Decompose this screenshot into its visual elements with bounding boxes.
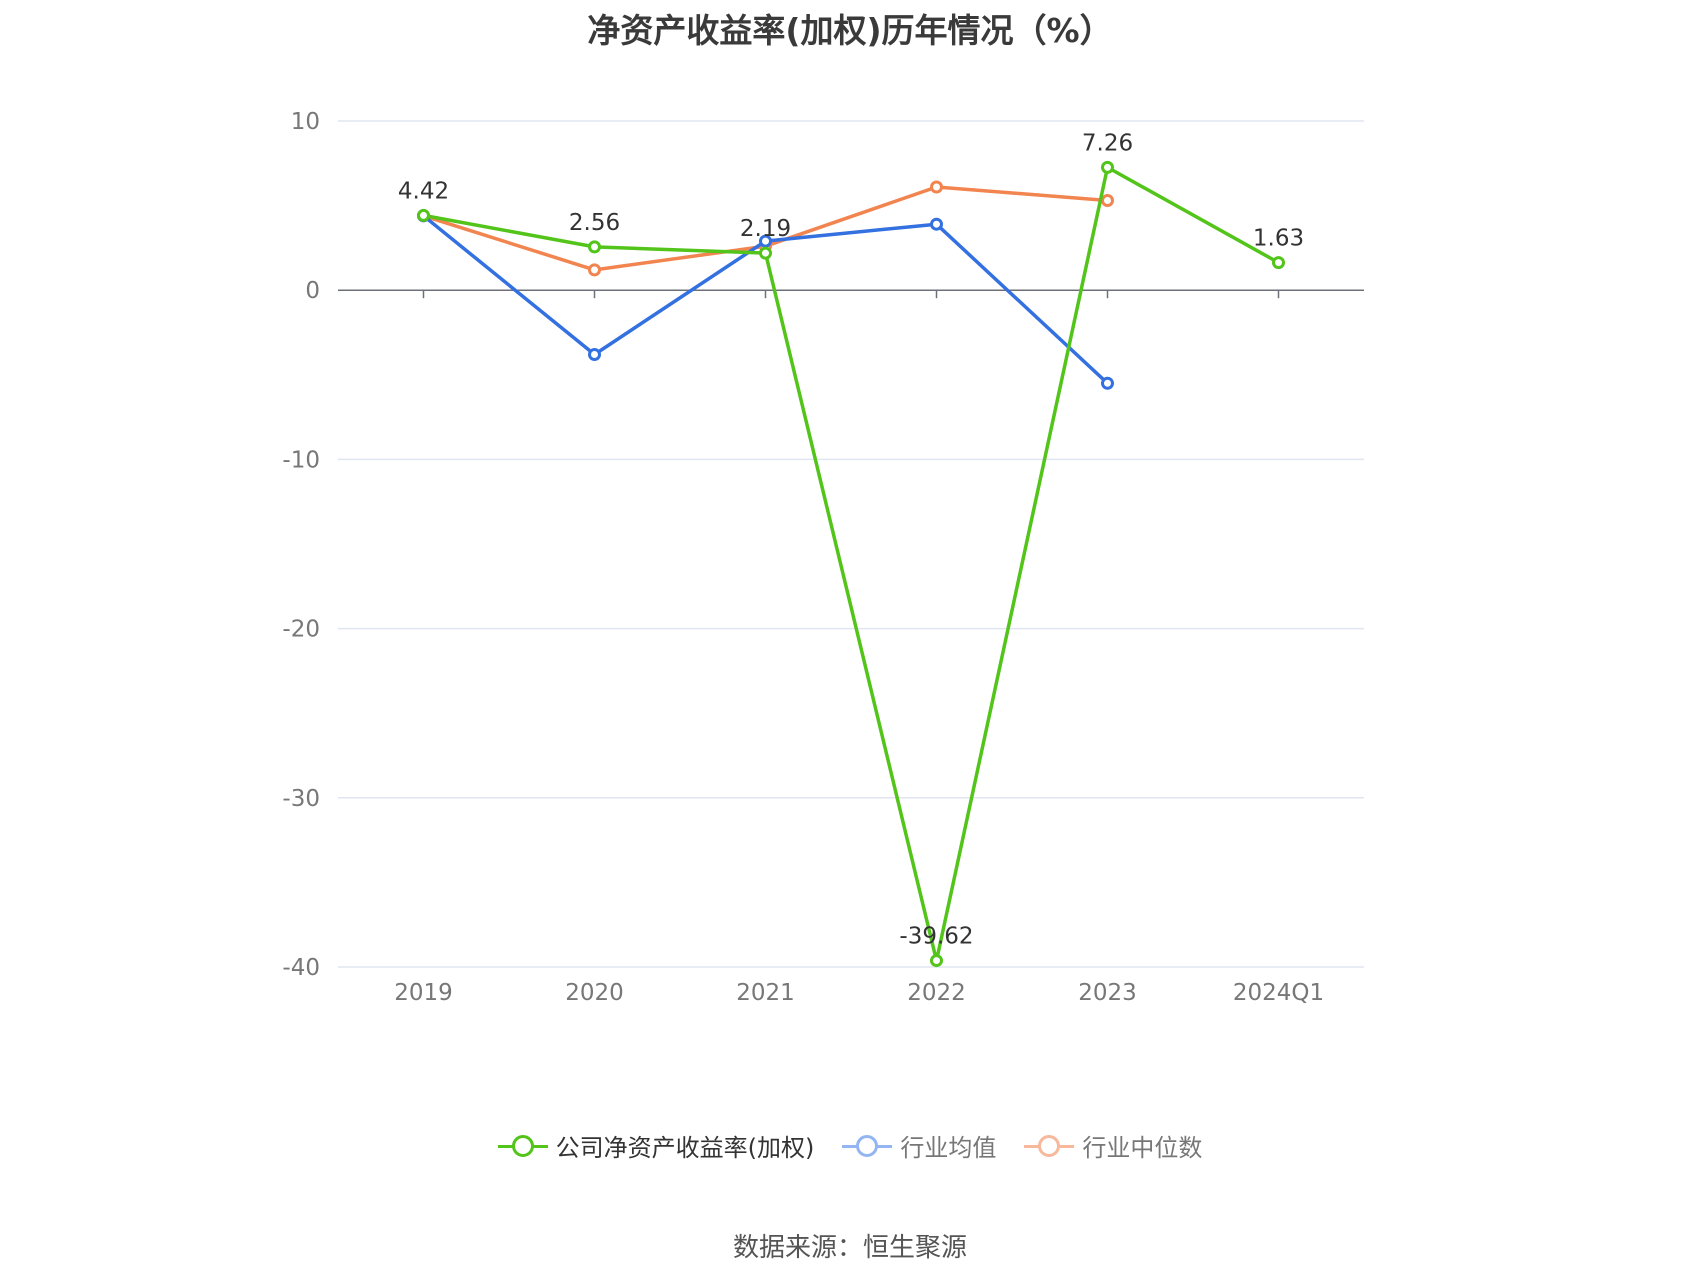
data-point [759, 234, 772, 248]
chart-title: 净资产收益率(加权)历年情况（%） [587, 11, 1113, 50]
data-point [1101, 160, 1114, 174]
data-point [930, 180, 943, 194]
legend-item-company-roe[interactable]: 公司净资产收益率(加权) [497, 1128, 815, 1163]
legend-label: 行业均值 [900, 1134, 997, 1162]
data-label: 7.26 [1082, 130, 1133, 156]
legend-item-industry-mean[interactable]: 行业均值 [842, 1128, 996, 1163]
y-tick-label: -30 [282, 786, 320, 812]
data-source: 数据来源：恒生聚源 [732, 1233, 967, 1263]
data-point [417, 208, 430, 222]
legend-marker-icon [1024, 1134, 1075, 1158]
x-tick-label: 2021 [736, 980, 795, 1006]
data-point [759, 246, 772, 260]
series-line [423, 165, 1280, 963]
legend: 公司净资产收益率(加权) 行业均值 行业中位数 [0, 1128, 1700, 1163]
axes: 10 0 -10 -20 -30 -40 2019 2020 2021 2022 2023 2024Q… [282, 109, 1364, 1006]
x-tick-label: 2020 [565, 980, 624, 1006]
data-point [930, 217, 943, 231]
legend-label: 行业中位数 [1082, 1134, 1203, 1162]
legend-label: 公司净资产收益率(加权) [555, 1134, 815, 1162]
data-label: 1.63 [1253, 226, 1304, 252]
data-point [1101, 194, 1114, 208]
y-tick-label: -20 [282, 617, 320, 643]
series-lines [417, 160, 1285, 968]
data-point [1101, 376, 1114, 390]
data-point [588, 263, 601, 277]
y-tick-label: -40 [282, 955, 320, 981]
data-label: -39.62 [899, 924, 973, 950]
legend-marker-icon [842, 1134, 893, 1158]
y-tick-label: 0 [305, 278, 320, 304]
x-tick-label: 2023 [1078, 980, 1137, 1006]
x-tick-label: 2022 [907, 980, 966, 1006]
data-label: 2.19 [740, 216, 791, 242]
data-point [930, 954, 943, 968]
data-label: 4.42 [398, 178, 449, 204]
legend-marker-icon [497, 1134, 548, 1158]
data-labels: 4.42 2.56 2.19 -39.62 7.26 1.63 [398, 130, 1304, 949]
x-tick-label: 2019 [394, 980, 453, 1006]
data-label: 2.56 [569, 210, 620, 236]
data-point [588, 240, 601, 254]
grid-lines [338, 120, 1364, 968]
data-point [588, 347, 601, 361]
y-tick-label: 10 [291, 109, 320, 135]
data-point [1272, 256, 1285, 270]
legend-item-industry-median[interactable]: 行业中位数 [1024, 1128, 1202, 1163]
x-tick-label: 2024Q1 [1233, 980, 1324, 1006]
y-tick-label: -10 [282, 447, 320, 473]
